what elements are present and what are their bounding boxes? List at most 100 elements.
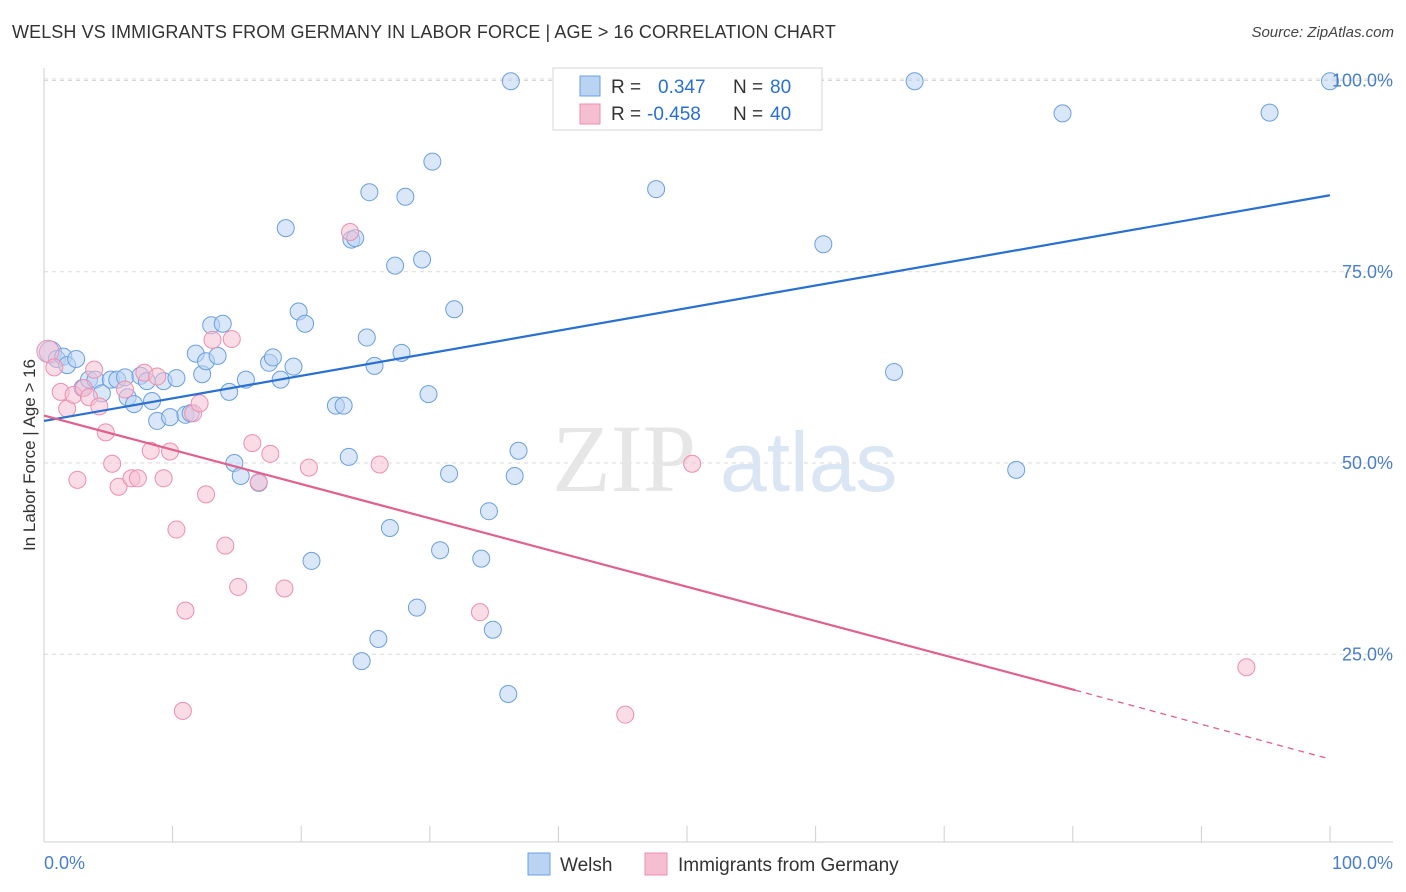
data-point-welsh [483,620,502,639]
data-point-germany [203,330,222,349]
stats-n-value-welsh: 80 [770,77,791,98]
legend-swatch-welsh [527,852,551,876]
data-point-welsh [284,357,303,376]
data-point-germany [128,469,147,488]
data-point-welsh [885,362,904,381]
data-point-germany [116,380,135,399]
data-point-welsh [352,652,371,671]
data-point-welsh [213,314,232,333]
data-point-germany [275,579,294,598]
data-point-welsh [1007,460,1026,479]
data-point-germany [229,577,248,596]
data-point-germany [616,705,635,724]
data-point-germany [370,455,389,474]
y-axis-title: In Labor Force | Age > 16 [20,359,39,551]
stats-n-value-germany: 40 [770,104,791,125]
data-point-germany [154,469,173,488]
data-point-welsh [419,385,438,404]
data-point-welsh [445,300,464,319]
legend-swatch-germany [644,852,668,876]
data-point-germany [261,444,280,463]
stats-n-label-welsh: N = [733,77,763,98]
data-point-welsh [501,72,520,91]
y-tick-label: 50.0% [1342,453,1393,473]
y-tick-label: 25.0% [1342,644,1393,664]
watermark-zip: ZIP [552,405,696,512]
data-point-welsh [499,685,518,704]
data-point-germany [197,485,216,504]
data-point-germany [222,330,241,349]
data-point-welsh [479,502,498,521]
data-point-germany [176,601,195,620]
stats-r-value-germany: -0.458 [647,104,701,125]
x-tick-label: 0.0% [44,853,85,873]
data-point-germany [243,434,262,453]
data-point-welsh [905,72,924,91]
stats-box: R = 0.347 N = 80 R = -0.458 N = 40 [552,67,823,131]
data-point-welsh [413,250,432,269]
data-point-welsh [208,346,227,365]
watermark: ZIP atlas [552,405,897,512]
legend-label-welsh: Welsh [560,855,612,876]
stats-r-value-welsh: 0.347 [658,77,706,98]
data-point-welsh [386,256,405,275]
data-point-germany [68,470,87,489]
data-point-germany [148,367,167,386]
trend-line-welsh [43,194,1331,423]
data-point-welsh [509,441,528,460]
data-point-welsh [220,382,239,401]
y-tick-label: 75.0% [1342,262,1393,282]
data-point-welsh [276,219,295,238]
data-point-welsh [1321,72,1339,91]
data-point-welsh [167,369,186,388]
data-point-germany [341,222,360,241]
stats-r-label-germany: R = [611,104,641,125]
data-point-welsh [334,396,353,415]
data-point-welsh [440,464,459,483]
x-tick-label: 100.0% [1332,853,1393,873]
data-point-germany [470,603,489,622]
data-point-welsh [814,235,833,254]
data-point-welsh [423,152,442,171]
data-point-welsh [67,349,86,368]
data-point-germany [1237,658,1256,677]
stats-n-label-germany: N = [733,104,763,125]
axes [43,68,1393,843]
data-point-welsh [365,356,384,375]
legend: Welsh Immigrants from Germany [527,852,899,876]
data-point-welsh [647,180,666,199]
stats-r-label-welsh: R = [611,77,641,98]
data-point-germany [216,536,235,555]
data-point-germany [299,458,318,477]
legend-label-germany: Immigrants from Germany [678,855,899,876]
data-point-welsh [263,348,282,367]
chart-title: WELSH VS IMMIGRANTS FROM GERMANY IN LABO… [12,22,836,42]
data-point-welsh [380,519,399,538]
tick-labels: 25.0% 50.0% 75.0% 100.0% 0.0% 100.0% [44,71,1393,874]
trend-line-germany [43,414,1076,692]
data-point-welsh [161,408,180,427]
data-point-welsh [472,549,491,568]
data-point-germany [109,477,128,496]
data-point-germany [141,441,160,460]
data-point-germany [85,360,104,379]
data-point-welsh [396,187,415,206]
trend-line-germany-extrapolated [1075,689,1331,760]
data-point-welsh [407,598,426,617]
data-point-germany [683,454,702,473]
stats-swatch-welsh [579,75,601,97]
data-point-welsh [1260,103,1279,122]
data-point-germany [173,701,192,720]
data-point-germany [167,520,186,539]
data-point-germany [45,358,64,377]
data-point-welsh [296,314,315,333]
data-point-germany [249,473,268,492]
trend-lines [43,194,1331,760]
source-label: Source: ZipAtlas.com [1251,24,1394,41]
stats-swatch-germany [579,103,601,125]
data-point-welsh [360,183,379,202]
data-point-welsh [431,541,450,560]
data-point-welsh [302,551,321,570]
grid-lines [44,78,1390,655]
